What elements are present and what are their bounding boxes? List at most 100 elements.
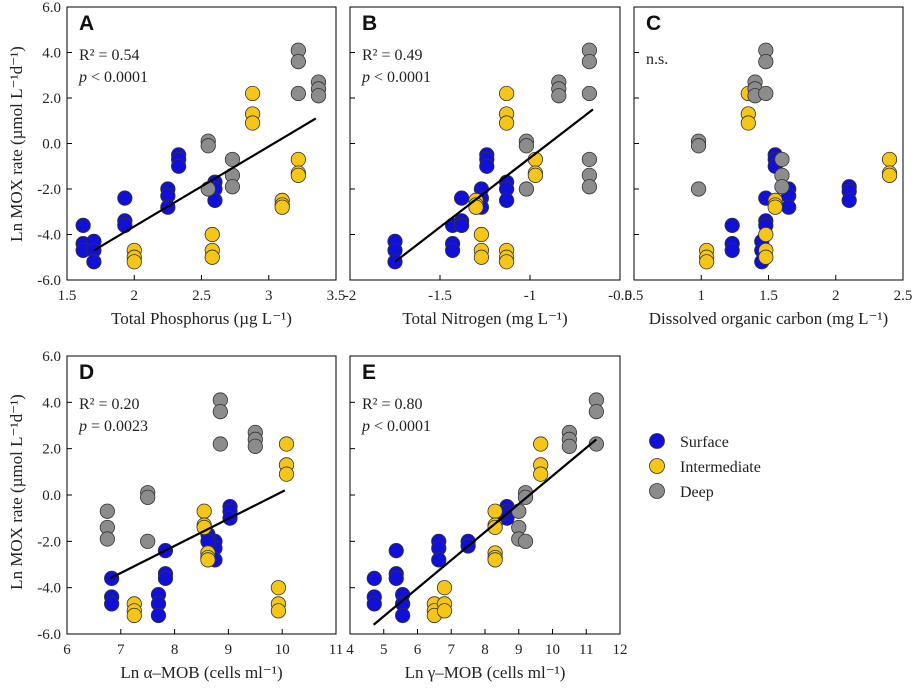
x-tick-label: 11	[329, 642, 343, 658]
point-surface	[366, 596, 382, 612]
point-surface	[388, 570, 404, 587]
panel-c: 0.5 1 1.5 2 2.5 Dissolved organic carbon (mg …	[625, 6, 913, 328]
point-intermediate	[270, 580, 287, 596]
r-squared-label: R² = 0.20	[79, 396, 140, 413]
x-tick-label: -0.5	[608, 288, 632, 304]
point-intermediate	[278, 466, 295, 482]
x-axis-title: Ln γ–MOB (cells ml⁻¹)	[405, 663, 566, 682]
panel-letter: B	[362, 12, 377, 35]
point-surface	[75, 217, 91, 233]
point-deep	[581, 179, 598, 195]
point-deep	[247, 438, 263, 454]
point-intermediate	[245, 115, 261, 131]
point-intermediate	[533, 466, 549, 482]
y-tick-label: 6.0	[42, 349, 61, 365]
point-deep	[517, 533, 534, 549]
legend-label-surface: Surface	[680, 434, 729, 451]
point-deep	[224, 151, 241, 168]
x-tick-label: 6	[414, 642, 422, 658]
legend-label-deep: Deep	[680, 484, 714, 501]
x-axis-title: Dissolved organic carbon (mg L⁻¹)	[649, 309, 888, 328]
panel-letter: C	[646, 12, 661, 35]
x-tick-label: 1.5	[759, 288, 778, 304]
x-tick-label: 10	[275, 642, 290, 658]
x-tick-label: 1.5	[58, 288, 77, 304]
point-intermediate	[274, 199, 290, 215]
x-tick-label: 9	[225, 642, 233, 658]
x-tick-label: 2.5	[894, 288, 913, 304]
x-tick-label: 7	[117, 642, 125, 658]
y-tick-label: -4.0	[37, 228, 61, 244]
point-deep	[224, 179, 241, 195]
point-intermediate	[487, 552, 503, 568]
point-intermediate	[436, 603, 453, 619]
point-deep	[588, 403, 604, 420]
panel-d: -6.0 -4.0 -2.0 0.0 2.0 4.0 6.0 6 7 8 9 10 11 Ln α–MOB…	[37, 349, 343, 682]
y-axis-title-top: Ln MOX rate (µmol L⁻¹d⁻¹)	[7, 46, 26, 242]
point-surface	[171, 158, 187, 174]
point-surface	[841, 192, 857, 208]
point-intermediate	[740, 115, 756, 131]
point-deep	[99, 531, 115, 547]
point-intermediate	[126, 607, 142, 624]
y-tick-label: 0.0	[42, 137, 61, 153]
point-deep	[290, 85, 306, 102]
point-deep	[99, 503, 115, 519]
x-tick-label: 8	[171, 642, 179, 658]
point-deep	[310, 88, 327, 104]
x-tick-label: -1	[524, 288, 537, 304]
x-axis-title: Total Nitrogen (mg L⁻¹)	[402, 309, 567, 328]
y-tick-label: 6.0	[42, 0, 61, 16]
x-tick-label: 0.5	[625, 288, 644, 304]
point-intermediate	[196, 503, 212, 519]
point-surface	[117, 217, 133, 233]
point-intermediate	[498, 85, 515, 102]
point-deep	[200, 138, 216, 154]
x-tick-label: 11	[579, 642, 593, 658]
legend-marker-intermediate	[649, 458, 665, 474]
r-squared-label: R² = 0.49	[362, 47, 423, 64]
point-surface	[395, 607, 411, 624]
legend-label-intermediate: Intermediate	[680, 459, 761, 476]
point-surface	[498, 192, 515, 208]
point-intermediate	[473, 226, 489, 243]
point-intermediate	[487, 519, 503, 536]
point-surface	[453, 190, 470, 206]
point-intermediate	[200, 552, 216, 568]
point-deep	[140, 533, 156, 549]
panel-e: 4 5 6 7 8 9 10 11 12 Ln γ–MOB (cells ml⁻¹) E R² = 0…	[346, 355, 628, 682]
x-tick-label: 1	[698, 288, 706, 304]
point-intermediate	[204, 249, 220, 265]
point-surface	[431, 552, 447, 568]
p-value-label: p < 0.0001	[78, 69, 148, 86]
point-surface	[453, 217, 470, 233]
y-tick-label: 2.0	[42, 91, 61, 107]
point-surface	[444, 242, 461, 259]
point-surface	[781, 199, 797, 215]
r-squared-label: R² = 0.54	[79, 47, 140, 64]
point-deep	[690, 181, 707, 197]
x-tick-label: 10	[545, 642, 560, 658]
point-deep	[581, 53, 598, 70]
x-tick-label: -2	[344, 288, 357, 304]
point-intermediate	[767, 199, 783, 215]
point-intermediate	[290, 167, 306, 183]
point-surface	[86, 254, 102, 270]
point-surface	[724, 242, 740, 259]
point-intermediate	[758, 226, 774, 243]
panel-b: -2 -1.5 -1 -0.5 Total Nitrogen (mg L⁻¹) B R² =…	[344, 6, 632, 328]
x-tick-label: 9	[515, 642, 523, 658]
y-tick-label: 0.0	[42, 488, 61, 504]
x-tick-label: 7	[448, 642, 456, 658]
y-tick-label: -2.0	[37, 534, 61, 550]
point-deep	[518, 138, 535, 154]
point-deep	[140, 489, 156, 505]
panel-letter: E	[362, 361, 376, 384]
point-deep	[774, 179, 790, 195]
point-intermediate	[758, 249, 774, 265]
point-surface	[117, 190, 133, 206]
y-tick-label: -6.0	[37, 627, 61, 643]
regression-line	[372, 438, 598, 626]
point-deep	[561, 438, 577, 454]
